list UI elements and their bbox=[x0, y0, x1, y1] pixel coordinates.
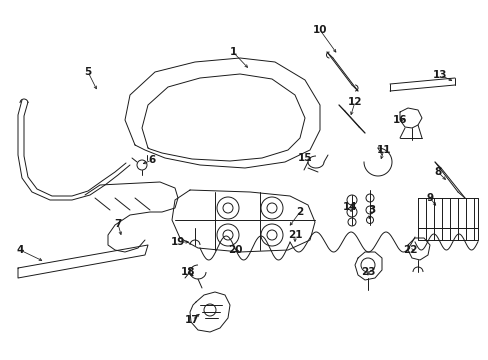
Text: 21: 21 bbox=[287, 230, 302, 240]
Text: 23: 23 bbox=[360, 267, 374, 277]
Text: 17: 17 bbox=[184, 315, 199, 325]
Text: 11: 11 bbox=[376, 145, 390, 155]
Text: 7: 7 bbox=[114, 219, 122, 229]
Text: 1: 1 bbox=[229, 47, 236, 57]
Text: 16: 16 bbox=[392, 115, 407, 125]
Text: 2: 2 bbox=[296, 207, 303, 217]
Text: 14: 14 bbox=[342, 202, 357, 212]
Text: 3: 3 bbox=[367, 205, 375, 215]
Text: 4: 4 bbox=[16, 245, 23, 255]
Text: 6: 6 bbox=[148, 155, 155, 165]
Text: 8: 8 bbox=[433, 167, 441, 177]
Text: 22: 22 bbox=[402, 245, 416, 255]
Text: 15: 15 bbox=[297, 153, 312, 163]
Text: 9: 9 bbox=[426, 193, 433, 203]
Text: 10: 10 bbox=[312, 25, 326, 35]
Text: 19: 19 bbox=[170, 237, 185, 247]
Text: 20: 20 bbox=[227, 245, 242, 255]
Text: 5: 5 bbox=[84, 67, 91, 77]
Text: 12: 12 bbox=[347, 97, 362, 107]
Text: 13: 13 bbox=[432, 70, 447, 80]
Text: 18: 18 bbox=[181, 267, 195, 277]
